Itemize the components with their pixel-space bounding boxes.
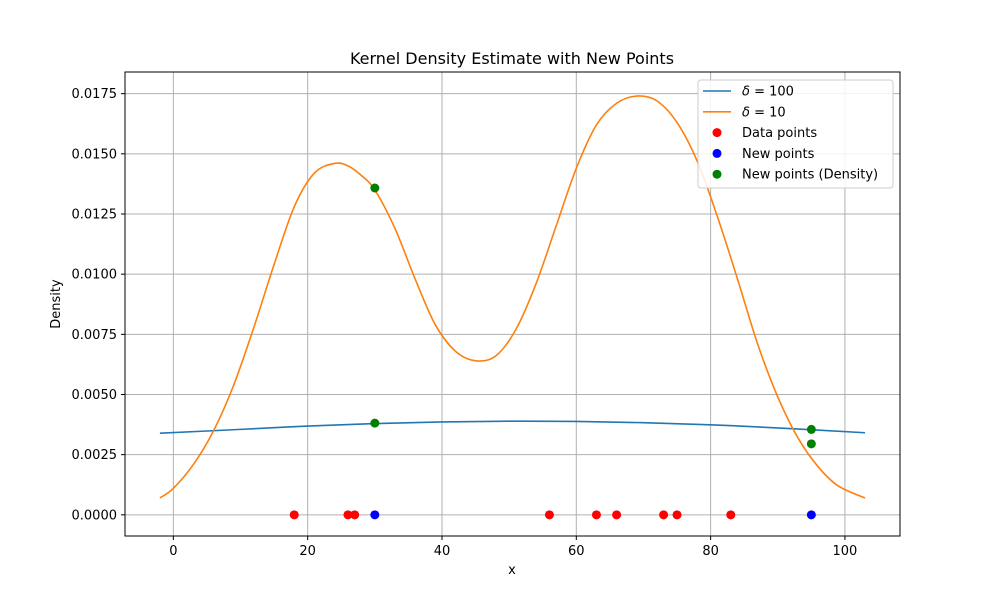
scatter-point: [289, 510, 299, 520]
scatter-point: [806, 424, 816, 434]
scatter-point: [726, 510, 736, 520]
series-line: [159, 420, 866, 435]
x-tick-label: 80: [702, 544, 719, 559]
chart-title: Kernel Density Estimate with New Points: [350, 49, 674, 68]
plot-area-series: [159, 95, 866, 520]
legend: δ = 100 δ = 10 Data points New points New po…: [697, 79, 894, 189]
y-axis-label: Density: [49, 279, 64, 329]
scatter-point: [659, 510, 669, 520]
y-tick-label: 0.0150: [72, 147, 118, 162]
plot-frame: [124, 71, 901, 537]
legend-marker-swatch: [712, 169, 722, 179]
y-tick-label: 0.0075: [72, 328, 118, 343]
y-tick-label: 0.0050: [72, 388, 118, 403]
scatter-point: [591, 510, 601, 520]
series-3: [370, 510, 816, 520]
scatter-point: [612, 510, 622, 520]
scatter-point: [806, 510, 816, 520]
y-tick-label: 0.0125: [72, 207, 118, 222]
series-2: [289, 510, 736, 520]
x-tick-label: 60: [568, 544, 585, 559]
scatter-point: [350, 510, 360, 520]
legend-marker-swatch: [712, 128, 722, 138]
legend-marker-swatch: [712, 148, 722, 158]
y-axis-ticks: 0.0000 0.0025 0.0050 0.0075 0.0100 0.0125 0.01…: [72, 87, 125, 523]
x-tick-label: 100: [833, 544, 858, 559]
series-1: [159, 95, 866, 499]
legend-box: [697, 79, 894, 189]
series-4: [370, 183, 816, 449]
scatter-point: [370, 510, 380, 520]
legend-entry-label: δ = 10: [742, 105, 786, 120]
y-tick-label: 0.0025: [72, 448, 118, 463]
x-axis-label: x: [508, 563, 516, 578]
y-tick-label: 0.0175: [72, 87, 118, 102]
series-0: [159, 420, 866, 435]
series-line: [159, 95, 866, 499]
scatter-point: [370, 418, 380, 428]
x-axis-ticks: 0 20 40 60 80 100: [169, 536, 857, 559]
legend-entry-label: New points (Density): [742, 168, 878, 183]
scatter-point: [672, 510, 682, 520]
x-tick-label: 40: [434, 544, 451, 559]
scatter-point: [370, 183, 380, 193]
legend-entry-label: New points: [742, 147, 815, 162]
legend-entry-label: δ = 100: [742, 85, 794, 100]
y-tick-label: 0.0000: [72, 508, 118, 523]
scatter-point: [544, 510, 554, 520]
x-tick-label: 20: [299, 544, 316, 559]
scatter-point: [806, 439, 816, 449]
legend-entry-label: Data points: [742, 126, 817, 141]
scatter-point: [343, 510, 353, 520]
x-tick-label: 0: [169, 544, 177, 559]
y-tick-label: 0.0100: [72, 268, 118, 283]
